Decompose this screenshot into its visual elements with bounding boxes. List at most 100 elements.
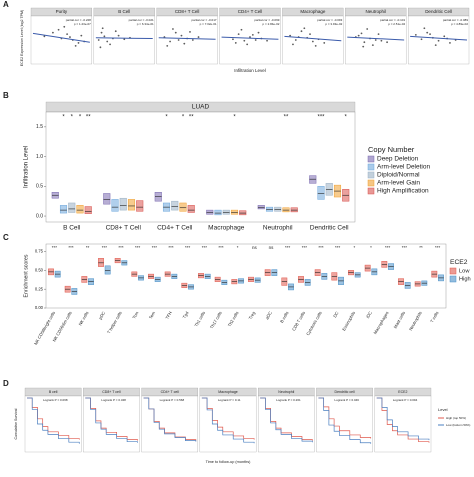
point [437, 39, 440, 42]
point [74, 44, 77, 47]
point [414, 33, 417, 36]
p-label: p = 1.23e-07 [74, 22, 91, 26]
x-tick-label: aDC [264, 311, 273, 321]
logrank: Logrank P = 0.348 [101, 398, 126, 402]
point [289, 34, 292, 37]
x-tick-label: Th17 cells [209, 311, 223, 330]
x-tick-label: CD8 T cells [291, 311, 306, 332]
point [189, 31, 191, 33]
plot-area [83, 395, 140, 453]
point [109, 43, 111, 46]
cor-label: partial.cor = -0.228 [66, 18, 91, 22]
panel-title: CD8+ T cell [102, 390, 120, 394]
survival-curve [85, 397, 138, 443]
point [123, 38, 126, 41]
p-label: p = 6.34e-01 [137, 22, 154, 26]
box [76, 205, 84, 214]
p-label: p = 2.84e-02 [262, 22, 279, 26]
legend-swatch [367, 155, 375, 163]
panel-title: Dendritic cell [335, 390, 355, 394]
point [177, 39, 180, 41]
box [119, 197, 127, 211]
x-tick-label: T cells [429, 311, 439, 324]
box [104, 265, 111, 275]
survival-curve [318, 397, 372, 444]
x-tick-label: B Cell [63, 225, 81, 232]
point [240, 28, 243, 31]
box [103, 193, 111, 205]
legend-swatch [449, 275, 457, 283]
x-tick-label: T helper cells [106, 311, 123, 335]
box [84, 206, 92, 214]
significance: *** [435, 245, 441, 250]
cor-label: partial.cor = -0.093 [317, 18, 342, 22]
x-tick-label: pDC [98, 311, 107, 321]
significance: *** [185, 245, 191, 250]
y-axis-label: Cumulative Survival [14, 408, 18, 439]
panel-label: C [3, 233, 9, 242]
x-tick-label: Th2 cells [227, 311, 240, 328]
y-axis-label: Infiltration Level [24, 146, 30, 188]
x-tick-label: Neutrophils [408, 311, 423, 332]
significance: *** [385, 245, 391, 250]
x-tick-label: Mast cells [393, 311, 407, 330]
point [300, 30, 303, 33]
significance: ns [252, 245, 258, 250]
x-tick-label: Th1 cells [193, 311, 206, 328]
legend-title: Level [438, 407, 448, 412]
point [294, 39, 297, 41]
logrank: Logrank P = 0.046 [334, 398, 359, 402]
y-tick-label: 0.0 [36, 213, 43, 219]
x-tick-label: DC [332, 311, 339, 319]
significance: *** [302, 245, 308, 250]
significance: * [165, 115, 168, 121]
point [292, 43, 294, 46]
plot-area [374, 395, 432, 453]
plot-area [30, 15, 93, 65]
fit-line [221, 36, 279, 40]
logrank: Logrank P = 0.11 [218, 398, 241, 402]
legend-label: Low [459, 269, 470, 275]
significance: *** [135, 245, 141, 250]
x-tick-label: Macrophages [372, 311, 389, 335]
legend-swatch [449, 267, 457, 275]
legend-label: High (top 50%) [446, 416, 466, 420]
y-axis-label: Enrichment scores [23, 254, 29, 297]
point [246, 43, 249, 46]
point [117, 34, 120, 37]
x-tick-label: TFH [164, 311, 172, 321]
point [52, 31, 54, 34]
point [243, 39, 246, 42]
point [449, 42, 451, 44]
box [136, 200, 144, 212]
point [191, 39, 194, 41]
box [59, 205, 68, 214]
x-tick-label: Treg [248, 310, 257, 320]
significance: *** [318, 245, 324, 250]
logrank: Logrank P = 0.568 [160, 398, 185, 402]
legend-title: Copy Number [368, 145, 415, 154]
point [101, 27, 104, 30]
point [180, 34, 183, 37]
legend-label: Arm-level Gain [377, 180, 420, 187]
point [197, 36, 200, 38]
box [111, 199, 119, 212]
x-tick-label: iDC [365, 311, 373, 320]
x-tick-label: NK cells [77, 311, 89, 327]
cor-label: partial.cor = -0.089 [443, 18, 468, 22]
point [183, 42, 186, 45]
survival-curve [201, 397, 255, 440]
point [314, 44, 317, 47]
cor-label: partial.cor = -0.021 [129, 18, 154, 22]
point [237, 33, 240, 36]
y-tick-label: 0.00 [35, 305, 44, 310]
significance: * [370, 245, 372, 250]
panel-title: Neutrophil [278, 390, 294, 394]
point [366, 28, 369, 30]
significance: *** [52, 245, 58, 250]
point [103, 35, 106, 38]
panel-title: B cell [49, 390, 58, 394]
point [69, 36, 71, 38]
point [174, 31, 177, 34]
plot-area [45, 243, 447, 309]
